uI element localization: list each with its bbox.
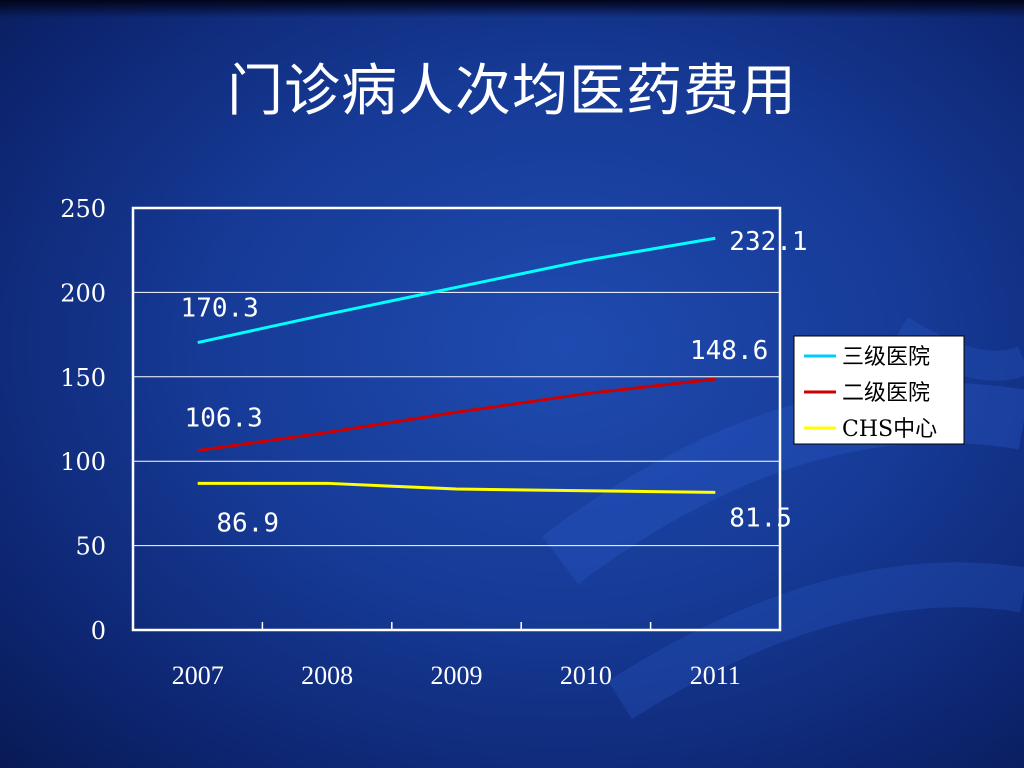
y-tick-label: 100 xyxy=(60,448,106,476)
data-label: 170.3 xyxy=(181,294,259,324)
y-tick-label: 200 xyxy=(60,279,106,307)
series-line-3 xyxy=(197,481,716,494)
y-axis-tick-labels: 0 50 100 150 200 250 xyxy=(60,195,106,645)
legend-label: CHS中心 xyxy=(842,417,937,442)
x-tick-label: 2008 xyxy=(301,661,353,690)
top-band xyxy=(0,0,1024,18)
x-tick-label: 2011 xyxy=(690,661,741,690)
series-line-1 xyxy=(197,236,716,344)
data-labels: 170.3 232.1 106.3 148.6 86.9 81.5 xyxy=(181,227,808,538)
data-label: 148.6 xyxy=(690,336,768,366)
data-label: 232.1 xyxy=(729,227,807,257)
x-tick-label: 2009 xyxy=(431,661,483,690)
legend-label: 三级医院 xyxy=(842,345,930,370)
x-tick-label: 2010 xyxy=(560,661,612,690)
data-label: 86.9 xyxy=(216,508,279,538)
data-label: 81.5 xyxy=(729,503,792,533)
legend-label: 二级医院 xyxy=(842,381,930,406)
y-tick-label: 50 xyxy=(75,533,106,561)
gridlines xyxy=(133,291,780,547)
data-label: 106.3 xyxy=(185,404,263,434)
series-lines xyxy=(197,236,716,494)
y-tick-label: 0 xyxy=(91,617,106,645)
legend-box xyxy=(793,335,965,445)
x-axis-tick-marks xyxy=(261,622,652,630)
y-tick-label: 250 xyxy=(60,195,106,223)
plot-area xyxy=(131,206,782,632)
y-tick-label: 150 xyxy=(60,364,106,392)
series-line-2 xyxy=(197,377,716,453)
x-tick-label: 2007 xyxy=(172,661,224,690)
slide-title: 门诊病人次均医药费用 xyxy=(227,59,797,124)
x-axis-tick-labels: 2007 2008 2009 2010 2011 xyxy=(172,661,741,690)
